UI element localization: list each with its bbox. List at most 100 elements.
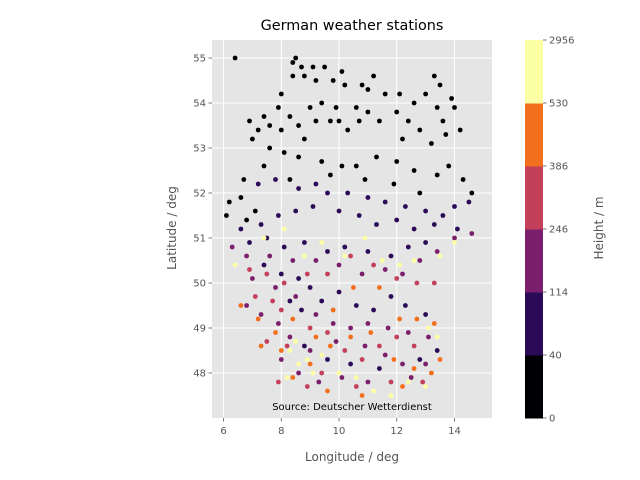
station-point: [405, 379, 411, 385]
station-point: [250, 276, 255, 281]
station-point: [431, 321, 437, 326]
station-point: [423, 361, 428, 367]
station-point: [457, 127, 463, 133]
station-point: [296, 361, 301, 367]
station-point: [264, 339, 270, 344]
station-point: [423, 312, 428, 317]
station-point: [356, 118, 362, 124]
station-point: [281, 280, 287, 286]
station-point: [460, 177, 466, 182]
station-point: [411, 168, 417, 173]
station-point: [423, 240, 428, 245]
station-point: [296, 276, 301, 281]
station-point: [452, 240, 457, 245]
station-point: [278, 271, 284, 277]
station-point: [394, 276, 400, 281]
station-point: [400, 361, 405, 367]
station-point: [397, 91, 402, 97]
station-point: [247, 267, 252, 272]
y-tick-label: 55: [193, 54, 206, 65]
station-point: [325, 357, 330, 362]
colorbar-tick-label: 386: [549, 162, 568, 173]
station-point: [437, 82, 443, 88]
station-point: [261, 114, 267, 119]
station-point: [258, 312, 264, 317]
colorbar-tick-label: 530: [549, 99, 568, 110]
station-point: [356, 213, 362, 218]
station-point: [377, 118, 382, 124]
station-point: [336, 289, 342, 295]
station-point: [281, 244, 287, 250]
y-tick-label: 52: [193, 189, 206, 200]
station-point: [244, 303, 250, 308]
station-point: [224, 213, 229, 218]
station-point: [313, 78, 319, 83]
station-point: [328, 343, 333, 349]
colorbar-segment: [525, 103, 543, 167]
station-point: [325, 271, 330, 277]
station-point: [362, 343, 368, 349]
station-point: [394, 334, 400, 340]
station-point: [359, 82, 365, 88]
station-point: [290, 60, 296, 65]
station-point: [330, 78, 336, 83]
station-point: [420, 379, 426, 385]
station-point: [330, 307, 336, 313]
station-point: [339, 375, 345, 380]
colorbar-tick-label: 40: [549, 351, 562, 362]
station-point: [287, 114, 293, 119]
station-point: [440, 213, 446, 218]
station-point: [319, 240, 325, 245]
y-tick-label: 49: [193, 324, 206, 335]
station-point: [255, 316, 261, 322]
station-point: [431, 280, 437, 286]
station-point: [325, 330, 330, 335]
station-point: [423, 91, 428, 97]
station-point: [287, 177, 293, 182]
colorbar-tick-label: 114: [549, 288, 568, 299]
station-point: [287, 348, 293, 353]
station-point: [353, 384, 359, 389]
colorbar-tick-label: 246: [549, 225, 568, 236]
colorbar-segment: [525, 292, 543, 356]
station-point: [304, 271, 310, 277]
station-point: [431, 222, 437, 227]
station-point: [397, 262, 402, 268]
station-point: [469, 190, 475, 196]
station-point: [325, 388, 330, 394]
station-point: [319, 370, 325, 376]
colorbar: 0 40 114 246 386 530 2956: [525, 36, 574, 425]
station-point: [267, 123, 273, 128]
station-point: [287, 334, 293, 340]
colorbar-label: Height / m: [592, 196, 606, 259]
station-point: [325, 190, 330, 196]
station-point: [429, 141, 434, 146]
station-point: [276, 105, 281, 110]
x-tick-label: 10: [333, 426, 346, 437]
station-point: [385, 325, 391, 331]
station-point: [232, 262, 238, 268]
station-point: [365, 195, 371, 200]
station-point: [452, 105, 457, 110]
station-point: [333, 105, 339, 110]
y-tick-label: 54: [193, 99, 206, 110]
station-point: [434, 172, 440, 178]
x-tick-label: 6: [220, 426, 226, 437]
station-point: [440, 118, 446, 124]
station-point: [284, 343, 290, 349]
y-tick-label: 51: [193, 234, 206, 245]
y-tick-label: 53: [193, 144, 206, 155]
station-point: [336, 370, 342, 376]
station-point: [426, 334, 431, 340]
station-point: [310, 370, 316, 376]
station-point: [319, 100, 325, 106]
station-point: [319, 298, 325, 304]
station-point: [405, 118, 411, 124]
station-point: [302, 343, 307, 349]
station-point: [437, 253, 443, 259]
station-point: [290, 375, 296, 380]
station-point: [417, 127, 423, 133]
station-point: [319, 159, 325, 164]
station-point: [261, 163, 267, 169]
station-point: [302, 253, 307, 259]
